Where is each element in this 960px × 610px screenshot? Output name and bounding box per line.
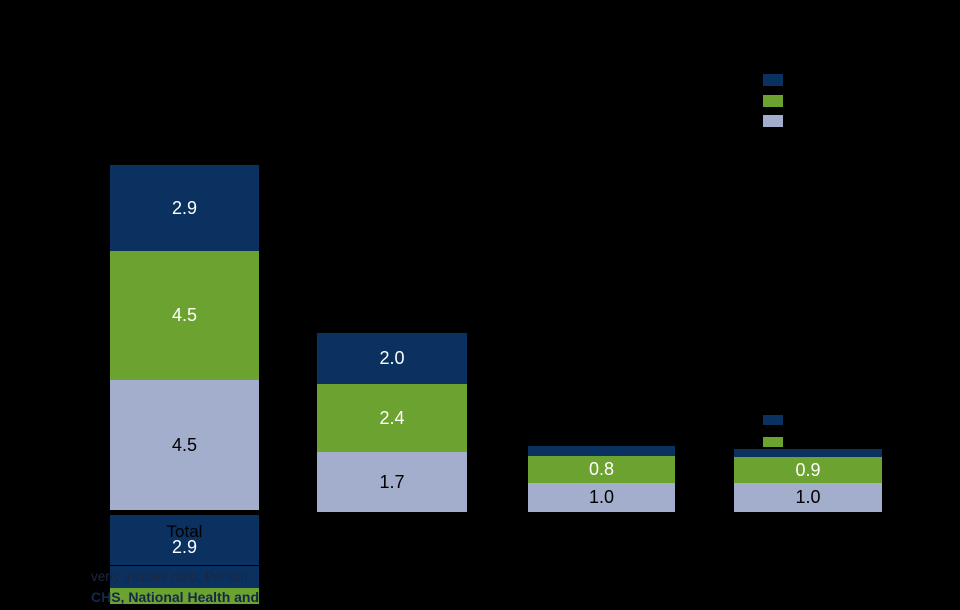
footer-total-block: Total 2.9 [110, 515, 259, 565]
bar-3: 0.3 0.8 1.0 [528, 0, 675, 610]
segment-light-blue: 1.7 [317, 452, 467, 512]
segment-value-label: 2.0 [379, 348, 405, 368]
segment-value-label: 2.9 [171, 197, 198, 218]
footer-green-strip [110, 588, 259, 604]
segment-navy [528, 446, 675, 456]
secondary-legend-swatch-green [763, 437, 783, 447]
segment-value-label: 4.5 [171, 305, 198, 325]
segment-value-label: 1.0 [795, 487, 821, 507]
secondary-legend-swatch-navy [763, 415, 783, 425]
bar-4: 0.2 0.9 1.0 [734, 0, 882, 610]
segment-value-label: 2.4 [379, 407, 405, 428]
segment-green: 0.8 [528, 456, 675, 483]
segment-light-blue: 1.0 [734, 483, 882, 512]
segment-navy: 2.9 [110, 165, 259, 251]
segment-light-blue: 4.5 [110, 380, 259, 510]
segment-green: 2.4 [317, 384, 467, 452]
footer-total-value: 2.9 [171, 537, 198, 557]
segment-value-label: 1.7 [379, 471, 405, 492]
segment-value-label: 1.0 [588, 487, 615, 507]
legend-swatch-light-blue [763, 115, 783, 127]
segment-green: 4.5 [110, 251, 259, 380]
source-text: CHS, National Health and [91, 589, 259, 605]
legend-swatch-navy [763, 74, 783, 86]
segment-value-label: 4.5 [171, 434, 198, 455]
segment-light-blue: 1.0 [528, 483, 675, 512]
segment-green: 0.9 [734, 457, 882, 483]
bar-total: 2.9 4.5 4.5 [110, 0, 259, 610]
segment-navy: 2.0 [317, 333, 467, 384]
note-text: verty income ratio. Person [91, 569, 248, 584]
segment-value-label: 0.9 [795, 459, 821, 480]
segment-navy [734, 449, 882, 457]
legend-swatch-green [763, 95, 783, 107]
footer-category-label: Total [166, 522, 203, 541]
segment-value-label: 0.8 [588, 459, 615, 479]
bar-2: 2.0 2.4 1.7 [317, 0, 467, 610]
footer-navy-strip [110, 566, 259, 588]
